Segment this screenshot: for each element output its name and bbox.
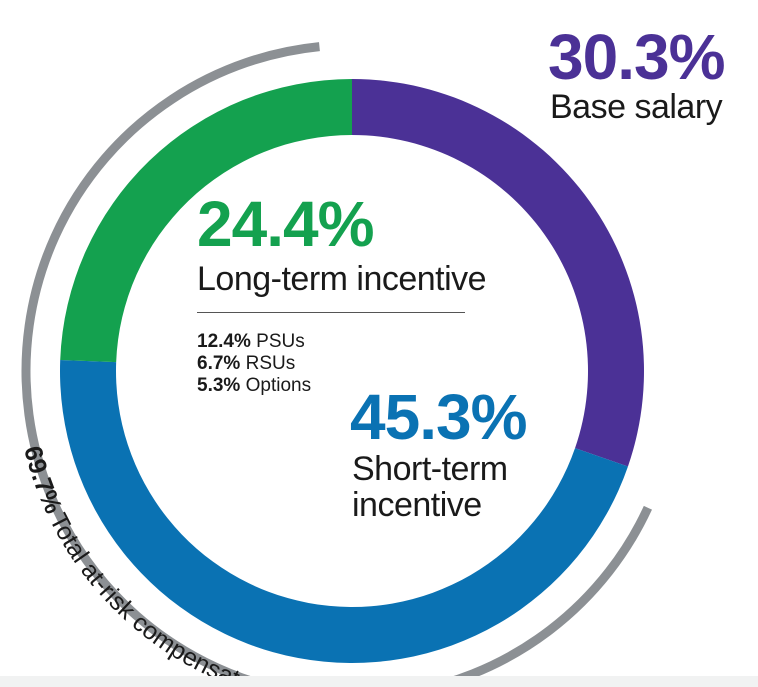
breakdown-psus-label: PSUs [256, 331, 305, 352]
long-term-incentive-value: 24.4% [197, 188, 374, 260]
breakdown-options-value: 5.3% [197, 375, 241, 396]
slice-long-term-incentive [60, 79, 353, 363]
slice-base-salary [352, 79, 644, 467]
breakdown-psus: 12.4% PSUs [197, 331, 305, 352]
total-at-risk-arc [21, 42, 652, 687]
slice-short-term-incentive [59, 359, 628, 663]
breakdown-psus-value: 12.4% [197, 331, 251, 352]
breakdown-options-label: Options [245, 375, 312, 396]
breakdown-options: 5.3% Options [197, 375, 311, 396]
long-term-incentive-label: Long-term incentive [197, 260, 487, 298]
short-term-incentive-label: Short-term incentive [352, 450, 508, 524]
short-term-incentive-value: 45.3% [350, 381, 527, 453]
total-at-risk-value: 69.7% [18, 443, 67, 518]
breakdown-rsus: 6.7% RSUs [197, 353, 295, 374]
divider-line [197, 312, 465, 313]
base-salary-label: Base salary [550, 88, 723, 126]
base-salary-value: 30.3% [548, 21, 725, 93]
breakdown-rsus-label: RSUs [245, 353, 296, 374]
bottom-strip [0, 676, 758, 687]
breakdown-rsus-value: 6.7% [197, 353, 241, 374]
